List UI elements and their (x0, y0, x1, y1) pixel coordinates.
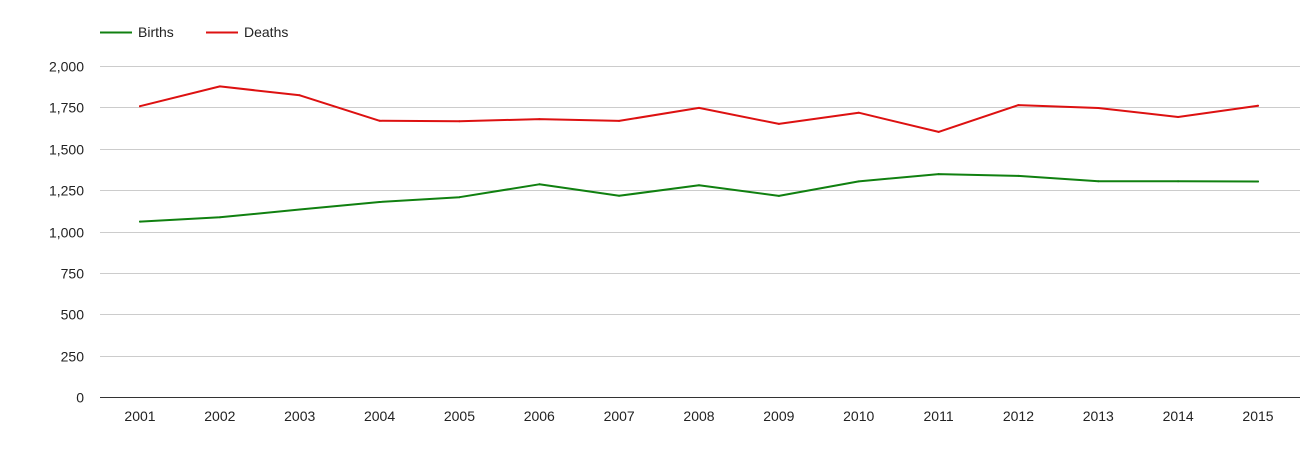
data-point-births-2003 (298, 208, 301, 211)
x-tick-label-2005: 2005 (444, 408, 475, 424)
data-point-births-2008 (698, 184, 700, 187)
x-tick-label-2011: 2011 (924, 408, 954, 424)
data-point-deaths-2007 (618, 119, 621, 122)
y-tick-label-250: 250 (61, 349, 85, 365)
x-tick-label-2009: 2009 (763, 408, 794, 424)
x-tick-label-2012: 2012 (1003, 408, 1034, 424)
legend-label-births: Births (138, 24, 174, 40)
data-point-deaths-2004 (378, 119, 381, 122)
x-axis: 2001 2002 2003 2004 2005 2006 2007 2008 2009 2010… (100, 397, 1300, 424)
y-tick-label-1250: 1,250 (49, 183, 84, 199)
y-tick-label-750: 750 (61, 266, 85, 282)
legend-item-births: Births (100, 24, 174, 40)
data-point-births-2012 (1017, 174, 1020, 177)
y-axis: 0 250 500 750 1,000 1,250 1,500 1,750 2,000 (49, 59, 84, 406)
data-point-deaths-2014 (1177, 116, 1180, 118)
data-point-deaths-2012 (1017, 104, 1020, 107)
data-point-births-2004 (378, 201, 381, 203)
data-point-births-2009 (777, 194, 780, 197)
x-tick-label-2013: 2013 (1083, 408, 1114, 424)
y-tick-label-0: 0 (76, 390, 84, 406)
x-tick-label-2006: 2006 (524, 408, 555, 424)
x-tick-label-2002: 2002 (204, 408, 235, 424)
x-tick-label-2010: 2010 (843, 408, 874, 424)
data-point-births-2001 (139, 220, 141, 223)
data-point-births-2005 (458, 196, 461, 199)
data-point-deaths-2005 (458, 120, 461, 123)
series-lines (139, 85, 1259, 223)
data-point-births-2006 (538, 183, 541, 186)
y-tick-label-2000: 2,000 (49, 59, 84, 75)
x-tick-label-2004: 2004 (364, 408, 395, 424)
x-tick-label-2014: 2014 (1163, 408, 1194, 424)
x-tick-label-2007: 2007 (604, 408, 635, 424)
data-point-deaths-2001 (139, 105, 141, 108)
data-point-births-2014 (1177, 180, 1180, 183)
y-tick-label-1000: 1,000 (49, 225, 84, 241)
y-tick-label-1500: 1,500 (49, 142, 84, 158)
data-point-births-2013 (1097, 180, 1100, 183)
data-point-deaths-2009 (777, 122, 780, 125)
series-line-deaths (139, 85, 1259, 133)
data-point-deaths-2003 (298, 94, 301, 97)
legend: Births Deaths (100, 24, 288, 40)
y-tick-label-500: 500 (61, 307, 85, 323)
data-point-births-2015 (1257, 180, 1259, 183)
x-tick-label-2001: 2001 (124, 408, 155, 424)
data-point-births-2007 (618, 194, 621, 197)
data-point-deaths-2013 (1097, 107, 1100, 109)
data-point-births-2010 (857, 180, 860, 183)
data-point-births-2011 (937, 173, 940, 176)
x-tick-label-2015: 2015 (1242, 408, 1273, 424)
legend-item-deaths: Deaths (206, 24, 288, 40)
x-tick-label-2003: 2003 (284, 408, 315, 424)
data-point-deaths-2011 (937, 130, 940, 133)
data-point-deaths-2006 (538, 118, 541, 121)
series-line-births (139, 173, 1259, 223)
data-point-deaths-2002 (218, 85, 221, 88)
data-point-deaths-2015 (1257, 104, 1259, 107)
data-point-deaths-2008 (698, 106, 700, 109)
data-point-deaths-2010 (857, 111, 860, 114)
legend-label-deaths: Deaths (244, 24, 288, 40)
y-tick-label-1750: 1,750 (49, 100, 84, 116)
x-tick-label-2008: 2008 (683, 408, 714, 424)
data-point-births-2002 (218, 216, 221, 219)
